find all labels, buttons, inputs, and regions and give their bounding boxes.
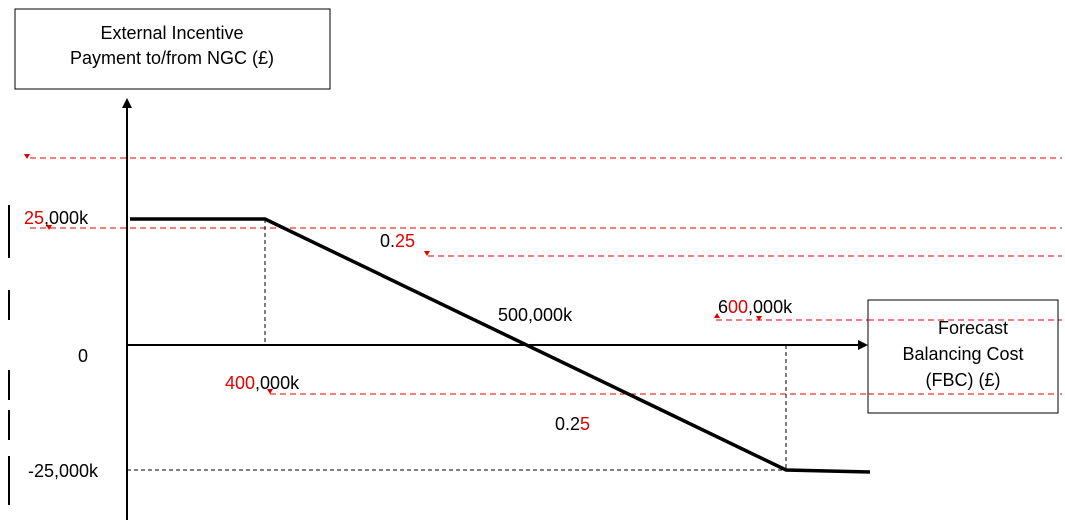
red-markers <box>24 154 762 394</box>
upper-sharing-factor-label: 0.25 <box>380 231 415 251</box>
red-guide-lines-overlay <box>868 319 1058 395</box>
zero-label: 0 <box>78 346 88 366</box>
lower-cap-label: -25,000k <box>28 461 99 481</box>
y-axis-title-box <box>14 8 331 90</box>
x-axis-title-line1: Forecast <box>938 318 1008 338</box>
incentive-curve <box>130 217 871 474</box>
lower-threshold-label: 400,000k <box>225 373 300 393</box>
target-cost-label: 500,000k <box>498 305 573 325</box>
y-axis-title-line1: External Incentive <box>100 23 243 43</box>
x-axis-title-line2: Balancing Cost <box>902 344 1023 364</box>
lower-sharing-factor-label: 0.25 <box>555 414 590 434</box>
black-guide-lines <box>127 219 787 471</box>
upper-threshold-label: 600,000k <box>718 297 793 317</box>
y-axis-title-line2: Payment to/from NGC (£) <box>70 48 274 68</box>
upper-cap-label: 25,000k <box>24 208 89 228</box>
x-axis-title-line3: (FBC) (£) <box>926 370 1001 390</box>
